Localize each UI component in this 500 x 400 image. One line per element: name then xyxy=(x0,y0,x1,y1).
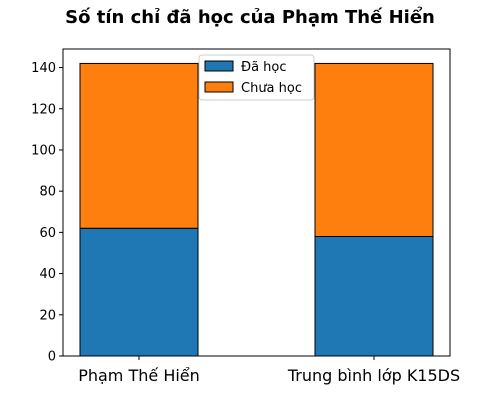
legend: Đã học Chưa học xyxy=(198,54,315,101)
x-tick-label: Trung bình lớp K15DS xyxy=(287,366,460,385)
plot-frame xyxy=(62,48,451,357)
legend-label-0: Đã học xyxy=(241,60,287,75)
bars-layer xyxy=(79,62,434,357)
bar-chua-hoc-1 xyxy=(314,62,434,237)
y-tick-label: 20 xyxy=(39,308,56,323)
y-tick-label: 80 xyxy=(39,185,56,200)
bar-chua-hoc-0 xyxy=(79,62,199,229)
chart-title: Số tín chỉ đã học của Phạm Thế Hiển xyxy=(65,7,435,28)
y-tick-label: 120 xyxy=(31,102,56,117)
y-tick-label: 40 xyxy=(39,267,56,282)
y-tick-label: 0 xyxy=(48,350,56,365)
y-tick-label: 140 xyxy=(31,61,56,76)
x-tick-label: Phạm Thế Hiển xyxy=(78,366,200,385)
legend-swatch-0 xyxy=(204,60,234,72)
axes-layer: 0 20 40 60 80 100 120 140 Phạm Thế Hiển Trung bìn… xyxy=(31,48,460,385)
y-tick-label: 100 xyxy=(31,143,56,158)
bar-da-hoc-1 xyxy=(314,235,434,357)
legend-label-1: Chưa học xyxy=(241,81,302,96)
legend-swatch-1 xyxy=(204,81,234,93)
y-tick-label: 60 xyxy=(39,226,56,241)
bar-da-hoc-0 xyxy=(79,227,199,357)
